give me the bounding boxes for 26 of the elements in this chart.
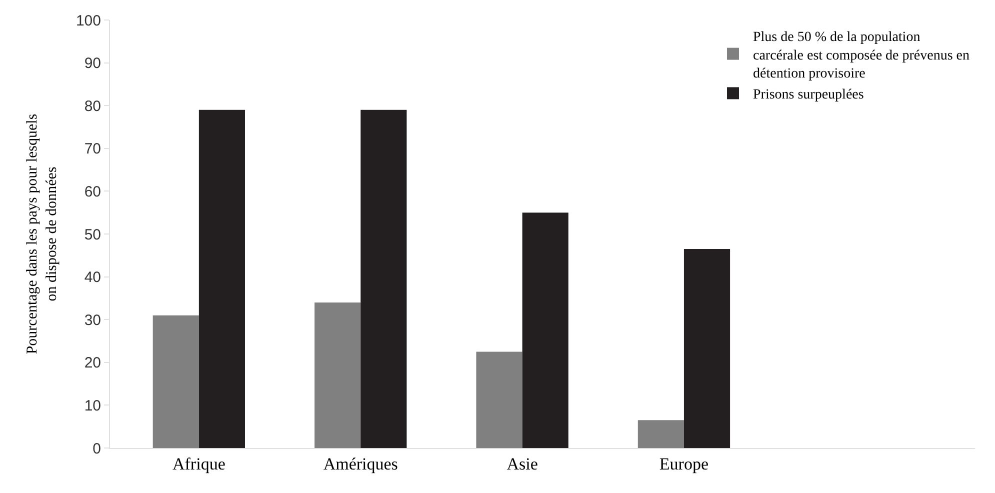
- y-tick-label: 60: [84, 183, 101, 200]
- y-tick-label: 10: [84, 397, 101, 414]
- y-tick-label: 40: [84, 269, 101, 286]
- x-tick-label: Amériques: [323, 454, 398, 474]
- bar: [152, 315, 199, 448]
- y-tick-label: 30: [84, 312, 101, 329]
- bar: [476, 352, 522, 448]
- bar: [198, 110, 245, 448]
- bar: [522, 212, 568, 448]
- y-tick-label: 90: [84, 55, 101, 72]
- y-tick-label: 0: [92, 440, 101, 458]
- bar: [638, 420, 684, 448]
- bar: [684, 248, 730, 448]
- x-tick-label: Afrique: [172, 454, 226, 474]
- x-tick-label: Asie: [506, 454, 538, 474]
- y-tick-label: 80: [84, 98, 101, 115]
- y-tick-label: 70: [84, 140, 101, 158]
- legend-label: Plus de 50 % de la population carcérale est composée de prévenus en détention provisoire: [753, 30, 970, 82]
- y-axis-title: Pourcentage dans les pays pour lesquels on dispose de données: [24, 114, 60, 354]
- bar: [360, 110, 407, 448]
- y-tick-label: 20: [84, 354, 101, 372]
- y-tick-label: 100: [76, 12, 101, 30]
- bar: [314, 302, 361, 448]
- y-tick-label: 50: [84, 226, 101, 244]
- x-tick-label: Europe: [659, 454, 709, 474]
- legend-label: Prisons surpeuplées: [753, 88, 864, 103]
